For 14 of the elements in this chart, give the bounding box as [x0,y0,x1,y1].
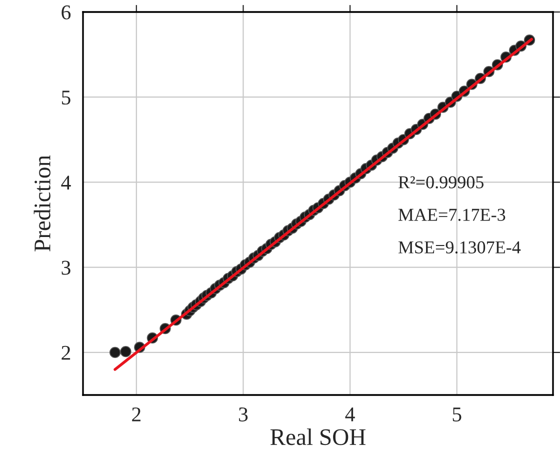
x-tick-label: 3 [239,407,248,422]
y-axis-title: Prediction [34,155,50,252]
y-tick-label: 5 [62,90,70,105]
y-tick-label: 4 [61,176,71,190]
x-tick-label: 5 [452,408,462,422]
x-tick-label: 4 [345,408,355,422]
y-tick-label: 2 [62,346,70,360]
annotation: MSE=9.1307E-4 [398,241,521,254]
y-tick-label: 3 [62,260,70,275]
annotation: R²=0.99905 [398,176,484,188]
y-tick-label: 6 [62,5,71,20]
x-axis-title: Real SOH [270,428,366,446]
x-tick-label: 2 [132,407,140,422]
annotation: MAE=7.17E-3 [398,208,506,221]
